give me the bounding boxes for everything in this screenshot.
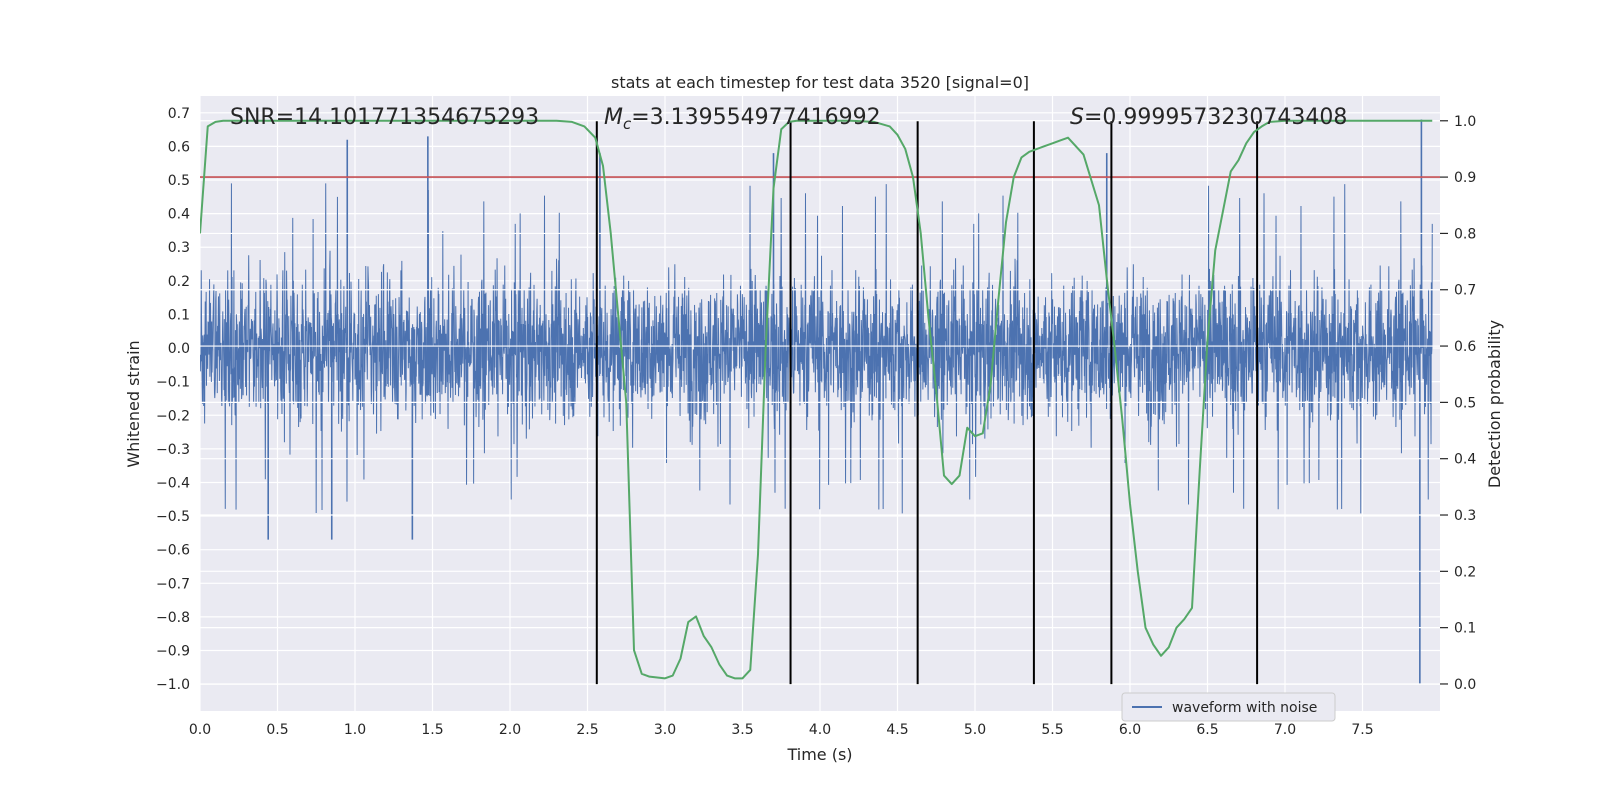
x-tick-label: 4.5 xyxy=(886,722,908,738)
y-right-tick-label: 0.0 xyxy=(1454,677,1476,693)
y-left-tick-label: 0.5 xyxy=(168,173,190,189)
x-tick-label: 1.5 xyxy=(421,722,443,738)
mc-subscript: c xyxy=(623,115,632,133)
waveform-line xyxy=(200,183,1433,514)
x-tick-label: 3.5 xyxy=(731,722,753,738)
legend: waveform with noise xyxy=(1121,692,1336,722)
snr-annotation: SNR=14.101771354675293 xyxy=(230,105,539,130)
s-value: =0.9999573230743408 xyxy=(1084,105,1347,130)
x-tick-label: 1.0 xyxy=(344,722,366,738)
x-tick-label: 7.5 xyxy=(1351,722,1373,738)
x-tick-label: 7.0 xyxy=(1274,722,1296,738)
y-right-tick-label: 0.5 xyxy=(1454,395,1476,411)
legend-label: waveform with noise xyxy=(1172,700,1317,716)
chart-title: stats at each timestep for test data 352… xyxy=(611,73,1029,92)
y-right-tick-label: 0.2 xyxy=(1454,564,1476,580)
y-left-tick-label: 0.0 xyxy=(168,341,190,357)
y-left-tick-label: −0.4 xyxy=(156,475,190,491)
y-right-ticks: 1.0 0.9 0.8 0.7 0.6 0.5 0.4 0.3 0.2 0.1 0.0 xyxy=(1440,114,1476,693)
y-left-tick-label: −0.2 xyxy=(156,408,190,424)
probability-line xyxy=(200,119,1433,680)
vertical-lines xyxy=(595,121,1259,685)
x-tick-label: 0.5 xyxy=(266,722,288,738)
y-right-tick-label: 0.1 xyxy=(1454,621,1476,637)
s-symbol: S xyxy=(1070,105,1084,130)
x-ticks: 0.0 0.5 1.0 1.5 2.0 2.5 3.0 3.5 4.0 4.5 5.0 5.5 6.0 6… xyxy=(189,722,1374,738)
legend-box xyxy=(1121,692,1336,722)
y-left-tick-label: −0.3 xyxy=(156,442,190,458)
y-left-tick-label: −1.0 xyxy=(156,677,190,693)
x-tick-label: 6.0 xyxy=(1119,722,1141,738)
x-tick-label: 2.5 xyxy=(576,722,598,738)
y-left-tick-label: −0.8 xyxy=(156,610,190,626)
x-tick-label: 0.0 xyxy=(189,722,211,738)
y-left-tick-label: 0.3 xyxy=(168,240,190,256)
x-tick-label: 5.5 xyxy=(1041,722,1063,738)
y-right-axis-label: Detection probability xyxy=(1485,320,1504,488)
x-tick-label: 4.0 xyxy=(809,722,831,738)
y-right-tick-label: 0.4 xyxy=(1454,452,1476,468)
x-tick-label: 5.0 xyxy=(964,722,986,738)
x-tick-label: 3.0 xyxy=(654,722,676,738)
x-axis-label: Time (s) xyxy=(786,745,852,764)
y-left-tick-label: −0.9 xyxy=(156,644,190,660)
y-left-tick-label: −0.7 xyxy=(156,576,190,592)
s-annotation: S=0.9999573230743408 xyxy=(1070,105,1347,130)
y-right-tick-label: 0.9 xyxy=(1454,170,1476,186)
mc-annotation: Mc=3.139554977416992 xyxy=(604,105,881,133)
y-right-tick-label: 0.6 xyxy=(1454,339,1476,355)
mc-symbol: M xyxy=(604,105,623,130)
x-tick-label: 6.5 xyxy=(1196,722,1218,738)
y-left-ticks: 0.7 0.6 0.5 0.4 0.3 0.2 0.1 0.0 −0.1 −0.2 −0.3 −0.4… xyxy=(156,106,190,693)
x-tick-label: 2.0 xyxy=(499,722,521,738)
y-left-tick-label: −0.1 xyxy=(156,375,190,391)
y-left-tick-label: 0.4 xyxy=(168,207,190,223)
y-left-tick-label: −0.6 xyxy=(156,543,190,559)
y-right-tick-label: 0.8 xyxy=(1454,226,1476,242)
y-left-axis-label: Whitened strain xyxy=(124,340,143,467)
y-left-tick-label: 0.6 xyxy=(168,139,190,155)
probability-series xyxy=(200,119,1433,680)
y-right-tick-label: 1.0 xyxy=(1454,114,1476,130)
y-left-tick-label: −0.5 xyxy=(156,509,190,525)
y-left-tick-label: 0.2 xyxy=(168,274,190,290)
mc-value: =3.139554977416992 xyxy=(631,105,880,130)
y-right-tick-label: 0.7 xyxy=(1454,283,1476,299)
y-left-tick-label: 0.1 xyxy=(168,307,190,323)
y-left-tick-label: 0.7 xyxy=(168,106,190,122)
y-right-tick-label: 0.3 xyxy=(1454,508,1476,524)
